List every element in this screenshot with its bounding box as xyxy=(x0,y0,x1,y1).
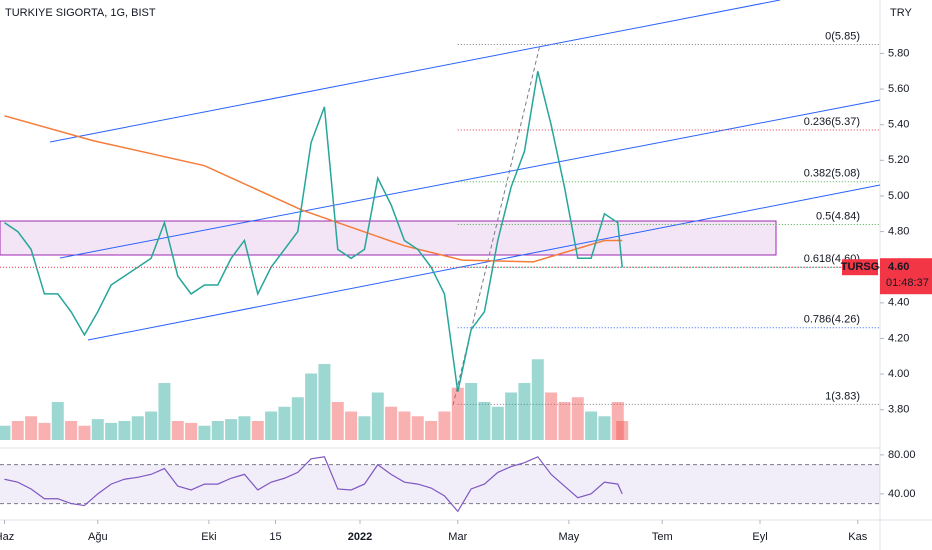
channel-middle xyxy=(59,99,881,259)
volume-bar xyxy=(11,421,24,440)
channel-lower xyxy=(87,184,881,341)
zone-rectangle xyxy=(0,220,777,256)
y-tick-label: 5.60 xyxy=(888,83,909,95)
volume-bar xyxy=(131,416,144,440)
x-tick-label: 2022 xyxy=(348,531,372,543)
volume-bar xyxy=(611,402,624,440)
volume-bar xyxy=(78,425,91,440)
volume-bar xyxy=(558,402,571,440)
volume-bar xyxy=(171,421,184,440)
y-tick-label: 4.80 xyxy=(888,225,909,237)
volume-bar xyxy=(398,411,411,440)
volume-bar xyxy=(251,421,264,440)
x-tick-label: Eki xyxy=(201,531,216,543)
y-tick-label: 4.00 xyxy=(888,368,909,380)
volume-bar xyxy=(505,392,518,440)
y-tick-label: 4.40 xyxy=(888,297,909,309)
volume-bar xyxy=(571,397,584,440)
y-tick-label: 5.40 xyxy=(888,119,909,131)
volume-bar xyxy=(305,373,318,440)
y-tick-label: 5.80 xyxy=(888,47,909,59)
fib-label: 0(5.85) xyxy=(825,30,860,42)
volume-bar xyxy=(145,411,158,440)
x-tick-label: Haz xyxy=(0,531,14,543)
x-tick-label: 15 xyxy=(269,531,281,543)
symbol-box xyxy=(842,259,878,276)
volume-bar xyxy=(105,422,118,440)
volume-bar xyxy=(158,383,171,440)
fib-label: 1(3.83) xyxy=(825,390,860,402)
volume-bar xyxy=(425,421,438,440)
x-tick-label: Mar xyxy=(448,531,467,543)
rsi-tick-label: 40.00 xyxy=(888,488,916,500)
volume-bar xyxy=(318,364,331,440)
y-tick-label: 5.20 xyxy=(888,154,909,166)
fib-label: 0.5(4.84) xyxy=(816,210,860,222)
volume-bar xyxy=(25,416,38,440)
fib-label: 0.236(5.37) xyxy=(804,116,860,128)
symbol: TURSG xyxy=(841,261,880,273)
volume-bar xyxy=(411,416,424,440)
fib-label: 0.382(5.08) xyxy=(804,168,860,180)
moving-average xyxy=(4,115,623,263)
volume-bar xyxy=(185,422,198,440)
volume-bar xyxy=(91,419,104,440)
y-tick-label: 4.20 xyxy=(888,332,909,344)
volume-bar xyxy=(331,402,344,440)
chart-title: TURKIYE SIGORTA, 1G, BIST xyxy=(5,7,156,19)
y-tick-label: 3.80 xyxy=(888,404,909,416)
rsi-line xyxy=(4,456,623,513)
volume-bar xyxy=(465,383,478,440)
volume-bar xyxy=(371,392,384,440)
volume-bar xyxy=(0,425,11,440)
volume-bar xyxy=(211,421,224,440)
x-tick-label: May xyxy=(558,531,579,543)
volume-bar xyxy=(598,416,611,440)
volume-bar xyxy=(545,392,558,440)
volume-bar xyxy=(65,421,78,440)
volume-bar xyxy=(518,383,531,440)
volume-bar xyxy=(531,359,544,440)
x-tick-label: Tem xyxy=(652,531,673,543)
price-line xyxy=(4,71,623,393)
volume-bar xyxy=(451,387,464,440)
rsi-tick-label: 80.00 xyxy=(888,449,916,461)
volume-bar xyxy=(278,406,291,440)
y-tick-label: 5.00 xyxy=(888,190,909,202)
currency: TRY xyxy=(890,7,912,19)
volume-bar xyxy=(291,397,304,440)
volume-bar xyxy=(491,406,504,440)
volume-bar xyxy=(585,411,598,440)
last-price: 4.60 xyxy=(888,261,909,273)
fib-trend xyxy=(452,44,541,406)
volume-bar xyxy=(238,416,251,440)
volume-bar xyxy=(118,421,131,440)
volume-bar xyxy=(616,421,629,440)
volume-bar xyxy=(358,416,371,440)
volume-bar xyxy=(51,402,64,440)
volume-bar xyxy=(38,422,51,440)
volume-bar xyxy=(198,425,211,440)
volume-bar xyxy=(385,406,398,440)
price-box xyxy=(880,258,932,295)
volume-bar xyxy=(345,411,358,440)
volume-bar xyxy=(225,419,238,440)
rsi-band xyxy=(0,464,880,504)
channel-upper xyxy=(49,0,781,143)
x-tick-label: Eyl xyxy=(752,531,767,543)
x-tick-label: Kas xyxy=(848,531,867,543)
x-tick-label: Ağu xyxy=(88,531,108,543)
fib-label: 0.786(4.26) xyxy=(804,314,860,326)
volume-bar xyxy=(478,402,491,440)
countdown: 01:48:37 xyxy=(886,277,929,289)
volume-bar xyxy=(438,411,451,440)
volume-bar xyxy=(265,411,278,440)
